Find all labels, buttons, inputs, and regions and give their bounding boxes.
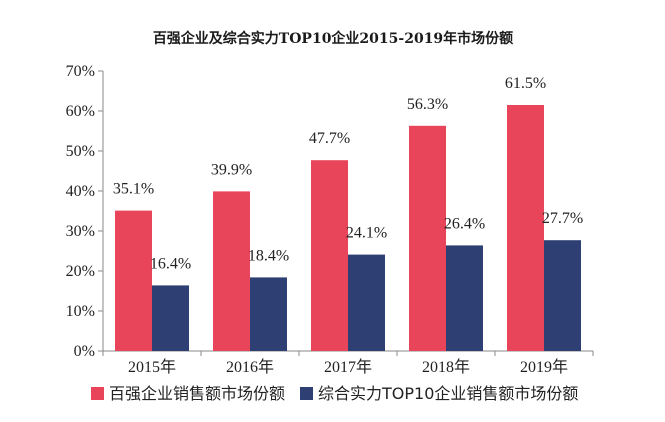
data-labels: 35.1% 16.4% 39.9% 18.4% 47.7% 24.1% 56.3% 26.4%… [113,75,583,272]
x-tick-label: 2018年 [422,358,470,376]
y-axis: 0% 10% 20% 30% 40% 50% 60% 70% [66,63,104,360]
legend: 百强企业销售额市场份额 综合实力TOP10企业销售额市场份额 [91,384,578,403]
x-tick-label: 2016年 [226,358,274,376]
data-label-series-1: 35.1% [113,181,154,198]
data-label-series-2: 26.4% [444,215,485,232]
bar-series-1 [409,125,446,351]
data-label-series-1: 61.5% [505,75,546,92]
bar-series-1 [115,210,152,351]
data-label-series-2: 18.4% [248,247,289,264]
legend-label-series-2: 综合实力TOP10企业销售额市场份额 [318,384,578,403]
data-label-series-1: 56.3% [407,96,448,113]
legend-swatch-series-2 [300,387,313,400]
bar-series-1 [507,105,544,351]
y-tick-label: 50% [66,143,95,160]
y-tick-label: 10% [66,303,95,320]
x-tick-label: 2017年 [324,358,372,376]
chart-title: 百强企业及综合实力TOP10企业2015-2019年市场份额 [153,30,513,47]
y-tick-label: 60% [66,103,95,120]
x-axis: 2015年 2016年 2017年 2018年 2019年 [102,350,594,376]
data-label-series-2: 27.7% [542,210,583,227]
bars [115,105,581,351]
y-tick-label: 20% [66,263,95,280]
x-tick-label: 2015年 [128,358,176,376]
bar-series-2 [348,254,385,351]
y-tick-label: 70% [66,63,95,80]
data-label-series-2: 24.1% [346,225,387,242]
legend-swatch-series-1 [91,387,104,400]
bar-series-2 [250,277,287,351]
bar-series-2 [446,245,483,351]
bar-series-1 [213,191,250,351]
data-label-series-1: 39.9% [211,161,252,178]
y-tick-label: 40% [66,183,95,200]
y-tick-label: 0% [74,343,95,360]
y-tick-label: 30% [66,223,95,240]
data-label-series-2: 16.4% [150,255,191,272]
bar-series-2 [152,285,189,351]
data-label-series-1: 47.7% [309,130,350,147]
bar-series-1 [311,160,348,351]
bar-series-2 [544,240,581,351]
x-tick-label: 2019年 [520,358,568,376]
legend-label-series-1: 百强企业销售额市场份额 [109,384,285,403]
